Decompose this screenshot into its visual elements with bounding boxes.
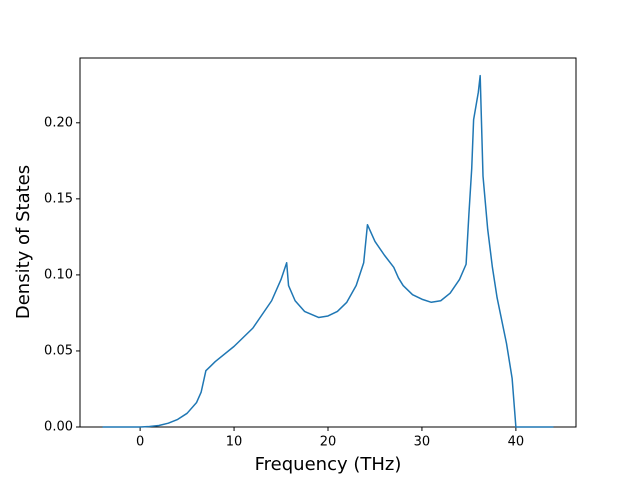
x-tick-label: 40 — [508, 435, 525, 450]
line — [102, 74, 554, 428]
plot-frame — [79, 57, 577, 428]
x-axis-label: Frequency (THz) — [255, 454, 402, 475]
y-tick-label: 0.20 — [44, 115, 73, 130]
x-tick-label: 10 — [226, 435, 243, 450]
x-tick-label: 20 — [320, 435, 337, 450]
y-tick-label: 0.00 — [44, 420, 73, 435]
y-tick-label: 0.15 — [44, 191, 73, 206]
x-tick-label: 0 — [136, 435, 144, 450]
x-tick-label: 30 — [414, 435, 431, 450]
y-tick-label: 0.05 — [44, 343, 73, 358]
y-axis-label: Density of States — [13, 165, 34, 319]
y-tick-label: 0.10 — [44, 267, 73, 282]
